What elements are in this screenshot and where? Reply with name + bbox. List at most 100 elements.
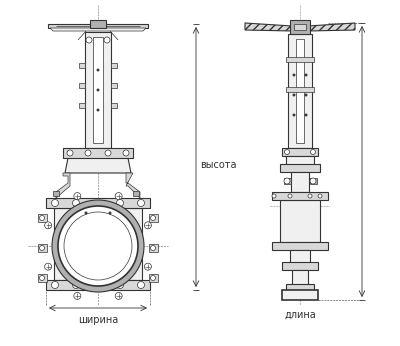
Circle shape: [310, 149, 316, 155]
Circle shape: [138, 282, 144, 289]
Bar: [310, 178, 317, 184]
Text: ширина: ширина: [78, 315, 118, 325]
Bar: [282, 290, 318, 300]
Circle shape: [40, 275, 44, 281]
Circle shape: [272, 194, 276, 198]
Circle shape: [293, 74, 295, 76]
Bar: [93, 37, 103, 143]
Bar: [292, 270, 308, 288]
Circle shape: [72, 282, 80, 289]
Circle shape: [86, 37, 92, 43]
Circle shape: [40, 246, 44, 251]
Circle shape: [104, 37, 110, 43]
Bar: [111, 63, 117, 68]
Bar: [63, 148, 133, 158]
Bar: [272, 242, 328, 250]
Circle shape: [115, 193, 122, 200]
Bar: [290, 20, 310, 34]
Circle shape: [97, 109, 99, 111]
Polygon shape: [50, 28, 146, 31]
Circle shape: [293, 94, 295, 96]
Circle shape: [123, 150, 129, 156]
Bar: [133, 191, 139, 196]
Circle shape: [52, 282, 58, 289]
Circle shape: [45, 222, 52, 229]
Circle shape: [284, 149, 290, 155]
Bar: [286, 156, 314, 170]
Circle shape: [97, 89, 99, 91]
Circle shape: [150, 275, 156, 281]
Bar: [291, 172, 309, 192]
Circle shape: [116, 282, 124, 289]
Bar: [149, 274, 158, 282]
Polygon shape: [308, 23, 355, 31]
Circle shape: [308, 194, 312, 198]
Bar: [282, 262, 318, 270]
Circle shape: [305, 94, 307, 96]
Bar: [290, 250, 310, 265]
Bar: [149, 244, 158, 252]
Bar: [296, 39, 304, 143]
Circle shape: [288, 194, 292, 198]
Bar: [282, 148, 318, 156]
Bar: [149, 214, 158, 222]
Circle shape: [105, 150, 111, 156]
Circle shape: [116, 200, 124, 207]
Bar: [111, 83, 117, 88]
Circle shape: [310, 178, 316, 184]
Bar: [288, 34, 312, 148]
Circle shape: [85, 150, 91, 156]
Bar: [79, 103, 85, 108]
Circle shape: [45, 263, 52, 270]
Circle shape: [52, 200, 144, 292]
Polygon shape: [126, 173, 140, 198]
Bar: [54, 208, 142, 280]
Circle shape: [74, 292, 81, 299]
Circle shape: [74, 193, 81, 200]
Bar: [79, 83, 85, 88]
Circle shape: [293, 114, 295, 116]
Circle shape: [318, 194, 322, 198]
Bar: [85, 32, 111, 148]
Bar: [79, 63, 85, 68]
Bar: [46, 280, 150, 290]
Circle shape: [40, 216, 44, 220]
Bar: [272, 192, 328, 200]
Circle shape: [305, 114, 307, 116]
Polygon shape: [56, 173, 70, 198]
Bar: [38, 274, 47, 282]
Bar: [286, 284, 314, 292]
Circle shape: [67, 150, 73, 156]
Bar: [280, 200, 320, 242]
Bar: [284, 178, 291, 184]
Bar: [286, 87, 314, 92]
Circle shape: [150, 246, 156, 251]
Circle shape: [150, 216, 156, 220]
Bar: [294, 24, 306, 30]
Circle shape: [109, 212, 111, 214]
Bar: [38, 214, 47, 222]
Circle shape: [305, 74, 307, 76]
Polygon shape: [65, 158, 131, 173]
Polygon shape: [245, 23, 292, 31]
Circle shape: [94, 211, 102, 219]
Bar: [90, 20, 106, 28]
Circle shape: [72, 200, 80, 207]
Bar: [46, 198, 150, 208]
Circle shape: [144, 263, 151, 270]
Bar: [53, 191, 59, 196]
Bar: [280, 164, 320, 172]
Circle shape: [284, 178, 290, 184]
Circle shape: [138, 200, 144, 207]
Bar: [38, 244, 47, 252]
Bar: [286, 57, 314, 62]
Polygon shape: [48, 24, 148, 28]
Circle shape: [58, 206, 138, 286]
Circle shape: [97, 69, 99, 71]
Circle shape: [85, 212, 87, 214]
Circle shape: [144, 222, 151, 229]
Text: длина: длина: [284, 310, 316, 320]
Circle shape: [52, 200, 58, 207]
Circle shape: [115, 292, 122, 299]
Bar: [111, 103, 117, 108]
